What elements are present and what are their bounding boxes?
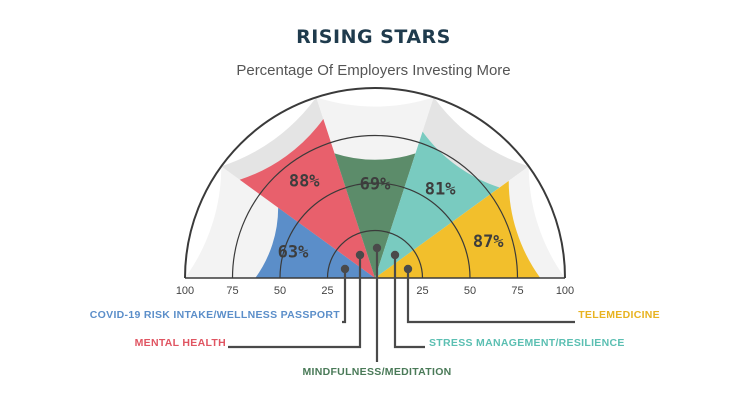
- series-name-label: TELEMEDICINE: [578, 309, 660, 321]
- leader-dot: [403, 264, 413, 274]
- value-label: 81%: [425, 179, 456, 199]
- axis-tick-label: 50: [274, 285, 286, 297]
- axis-tick-label: 75: [511, 285, 523, 297]
- grid-arc: [326, 229, 424, 279]
- grid-arc: [231, 134, 519, 279]
- series-name-label: MENTAL HEALTH: [135, 337, 226, 349]
- leader-dot: [340, 264, 350, 274]
- series-name-label: MINDFULNESS/MEDITATION: [302, 366, 451, 378]
- axis-tick-label: 50: [464, 285, 476, 297]
- value-label: 88%: [289, 172, 320, 192]
- series-name-label: COVID-19 RISK INTAKE/WELLNESS PASSPORT: [90, 309, 340, 321]
- value-label: 63%: [278, 242, 309, 262]
- axis-tick-label: 100: [176, 285, 194, 297]
- chart-title: RISING STARS: [296, 26, 451, 48]
- leader-line: [342, 269, 347, 324]
- leader-dot: [390, 250, 400, 260]
- axis-tick-label: 75: [226, 285, 238, 297]
- bar-sector: [255, 207, 375, 278]
- leader-line: [406, 269, 575, 324]
- leader-line: [228, 255, 362, 349]
- value-label: 87%: [473, 232, 504, 252]
- axis-tick-label: 25: [416, 285, 428, 297]
- leader-line: [393, 255, 425, 349]
- leader-dot: [355, 250, 365, 260]
- axis-tick-label: 25: [321, 285, 333, 297]
- bar-sector: [334, 153, 416, 278]
- grid-arc: [279, 182, 471, 279]
- leader-dot: [372, 243, 382, 253]
- value-label: 69%: [360, 175, 391, 195]
- series-name-label: STRESS MANAGEMENT/RESILIENCE: [429, 337, 625, 349]
- bar-sector: [239, 118, 375, 278]
- chart-subtitle: Percentage Of Employers Investing More: [236, 62, 511, 79]
- outer-arc: [184, 87, 566, 279]
- axis-tick-label: 100: [556, 285, 574, 297]
